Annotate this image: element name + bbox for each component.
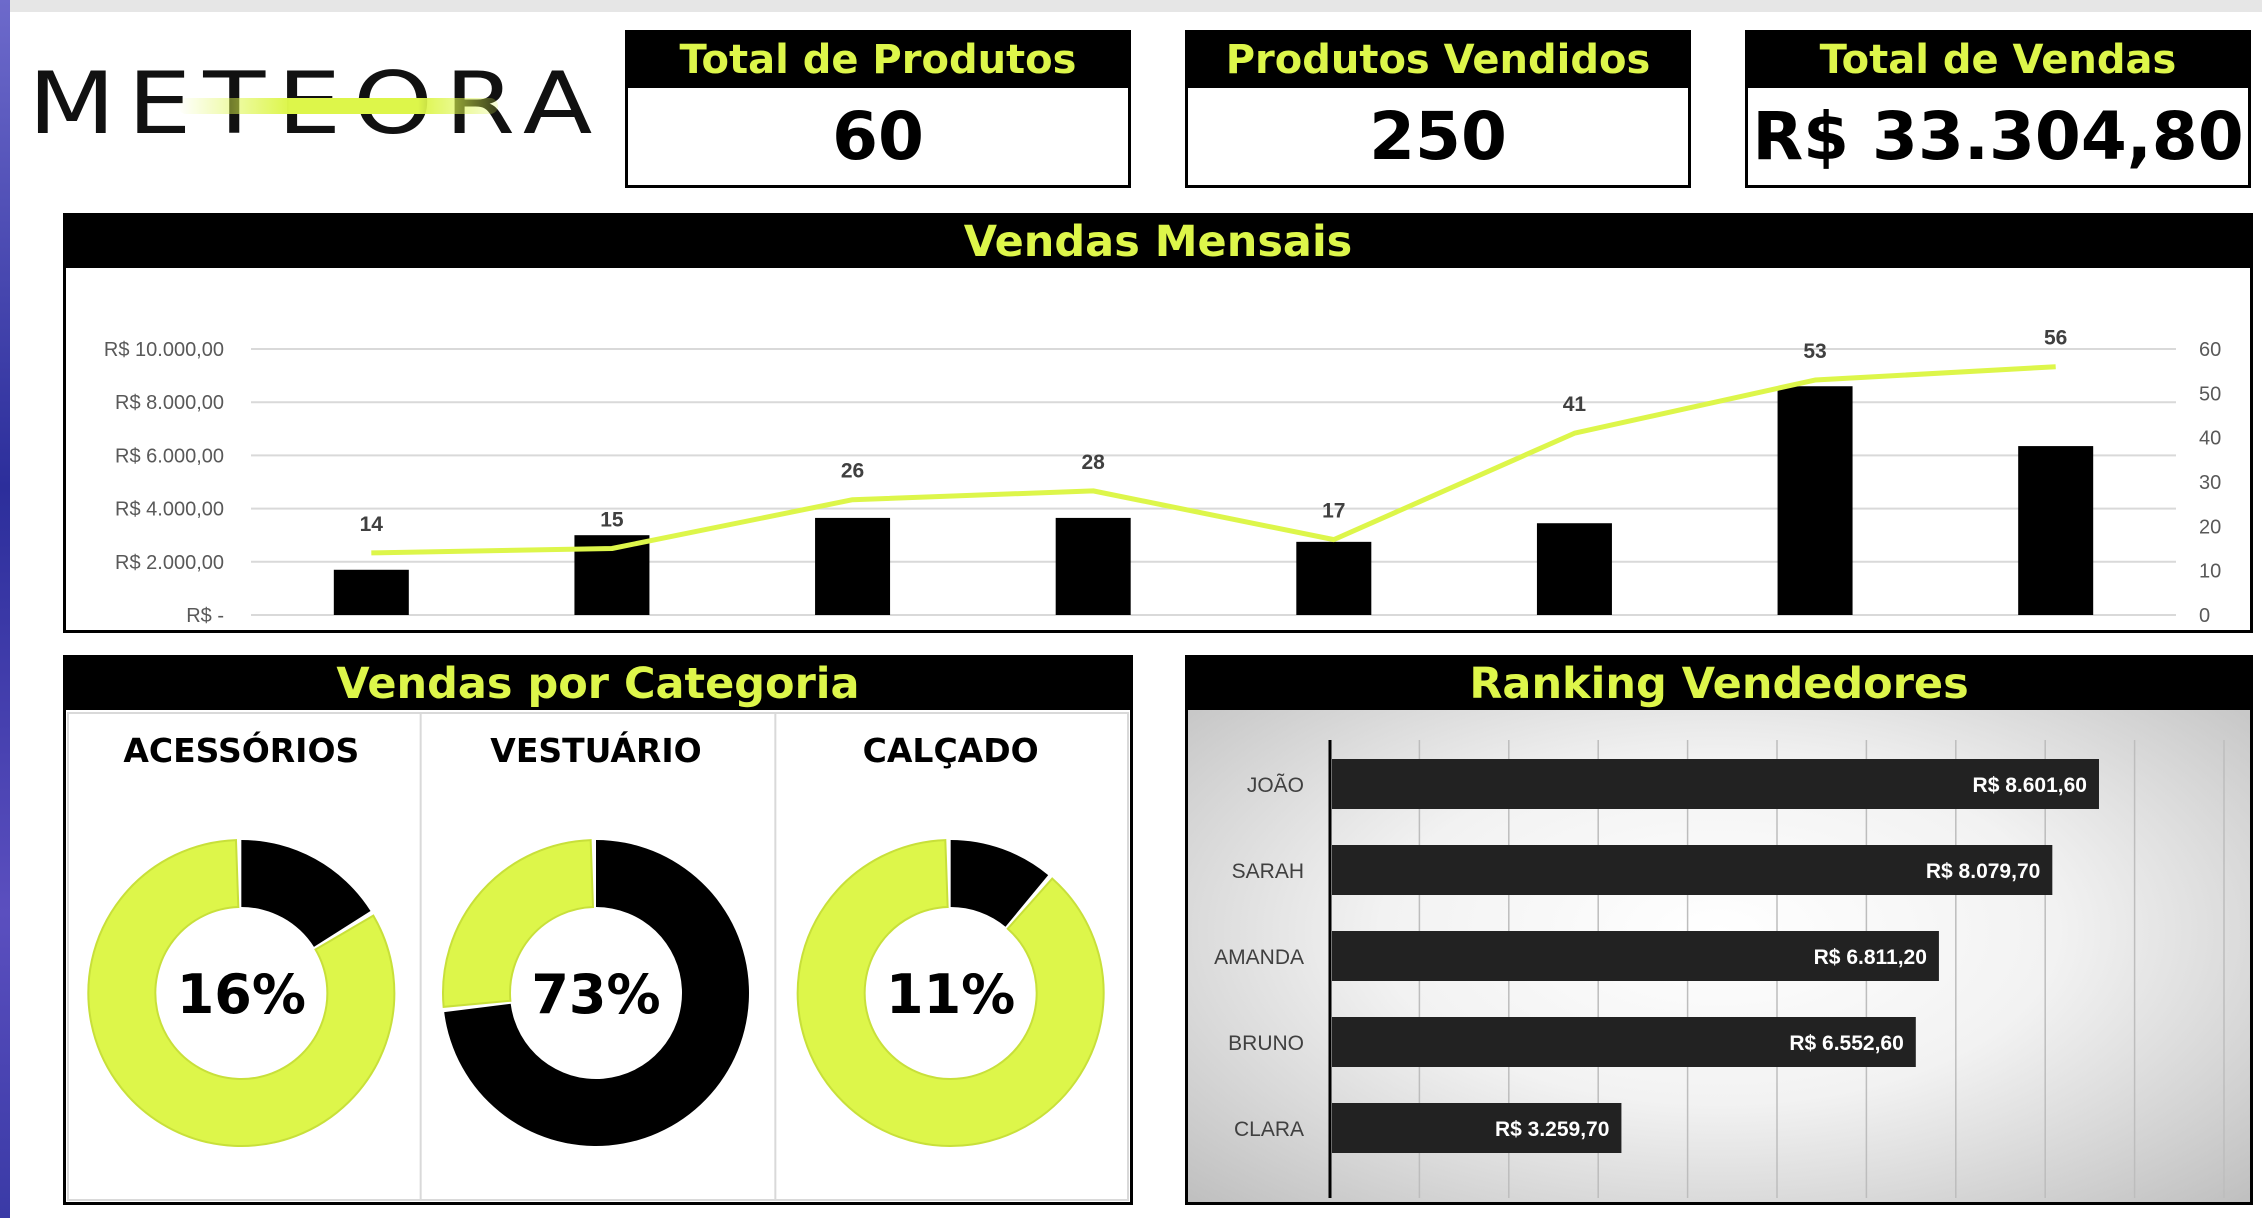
bar-mar [815,517,891,615]
category-label: VESTUÁRIO [490,730,701,770]
ranking-bar-chart: JOÃO R$ 8.601,60 SARAH R$ 8.079,70 AMANDA R$ … [1214,740,2225,1198]
y-tick-label: R$ 2.000,00 [115,552,224,574]
bar-ago [2018,446,2094,615]
line-data-label: 17 [1322,500,1345,523]
ranking-bar-joão [1332,759,2099,809]
donut-remainder-slice [796,839,1105,1147]
category-donut-charts: ACESSÓRIOS 16% VESTUÁRIO 73% CALÇADO 11% [67,712,1129,1201]
donut-frame [67,712,1129,1201]
ranking-value-label: R$ 8.601,60 [1973,774,2087,797]
logo-swoosh [178,98,498,114]
bar-mai [1296,541,1372,615]
line-data-label: 56 [2044,327,2067,350]
kpi-card-produtos-vendidos: Produtos Vendidos 250 [1185,30,1691,188]
kpi-card-total-produtos: Total de Produtos 60 [625,30,1131,188]
line-data-label: 15 [600,509,624,532]
bar-jun [1536,523,1612,615]
ranking-value-label: R$ 3.259,70 [1495,1118,1609,1141]
ranking-value-label: R$ 8.079,70 [1926,860,2040,883]
donut-remainder-slice [442,839,595,1008]
bar-jan [333,569,409,615]
line-data-label: 14 [360,513,384,536]
y-tick-label: R$ 8.000,00 [115,392,224,414]
bar-jul [1777,386,1853,615]
window-top-strip [0,0,2262,12]
kpi-card-total-vendas: Total de Vendas R$ 33.304,80 [1745,30,2251,188]
y2-tick-label: 20 [2199,516,2221,538]
donut-value-slice [444,840,750,1146]
kpi-label: Total de Produtos [628,33,1128,88]
seller-name-label: CLARA [1234,1118,1304,1141]
ranking-bar-bruno [1332,1017,1916,1067]
bar-abr [1055,517,1131,615]
kpi-label: Produtos Vendidos [1188,33,1688,88]
category-label: ACESSÓRIOS [123,730,359,770]
y2-tick-label: 0 [2199,605,2210,627]
y-tick-label: R$ - [186,605,224,627]
y2-tick-label: 50 [2199,383,2221,405]
y2-tick-label: 10 [2199,561,2221,583]
donut-percent-label: 11% [886,963,1015,1026]
kpi-value: 250 [1369,98,1507,175]
line-data-label: 28 [1082,451,1106,474]
ranking-bar-sarah [1332,845,2053,895]
donut-percent-label: 16% [177,963,306,1026]
y-tick-label: R$ 4.000,00 [115,499,224,521]
seller-name-label: BRUNO [1228,1032,1304,1055]
donut-value-slice [950,840,1049,927]
y-tick-label: R$ 6.000,00 [115,445,224,467]
kpi-label: Total de Vendas [1748,33,2248,88]
ranking-bar-amanda [1332,931,1939,981]
y-tick-label: R$ 10.000,00 [104,339,224,361]
donut-remainder-slice [87,839,396,1147]
ranking-value-label: R$ 6.811,20 [1814,946,1927,969]
kpi-value: R$ 33.304,80 [1752,98,2244,175]
category-label: CALÇADO [863,731,1039,770]
category-sales-title: Vendas por Categoria [66,658,1130,710]
seller-name-label: SARAH [1232,860,1304,883]
line-data-label: 53 [1803,340,1826,363]
window-left-strip [0,0,10,1218]
kpi-value: 60 [832,98,924,175]
ranking-value-label: R$ 6.552,60 [1789,1032,1903,1055]
ranking-bar-clara [1332,1103,1622,1153]
y2-tick-label: 40 [2199,428,2221,450]
monthly-sales-title: Vendas Mensais [66,216,2250,268]
ranking-panel: Ranking Vendedores JOÃO R$ 8.601,60 SARAH R… [1185,655,2253,1205]
seller-name-label: JOÃO [1247,773,1304,797]
line-data-label: 41 [1563,393,1587,416]
donut-value-slice [241,840,371,947]
brand-logo: METEORA [28,61,608,147]
ranking-title: Ranking Vendedores [1188,658,2250,710]
line-data-label: 26 [841,460,864,483]
sales-count-line [371,364,2056,556]
monthly-sales-panel: Vendas Mensais R$ - R$ 2.000,00 R$ 4.000,0… [63,213,2253,633]
category-sales-panel: Vendas por Categoria ACESSÓRIOS 16% VESTUÁ… [63,655,1133,1205]
y2-tick-label: 60 [2199,339,2221,361]
y2-tick-label: 30 [2199,472,2221,494]
donut-percent-label: 73% [531,963,660,1026]
monthly-sales-chart: R$ - R$ 2.000,00 R$ 4.000,00 R$ 6.000,00 R$ … [104,327,2221,627]
seller-name-label: AMANDA [1214,946,1304,969]
